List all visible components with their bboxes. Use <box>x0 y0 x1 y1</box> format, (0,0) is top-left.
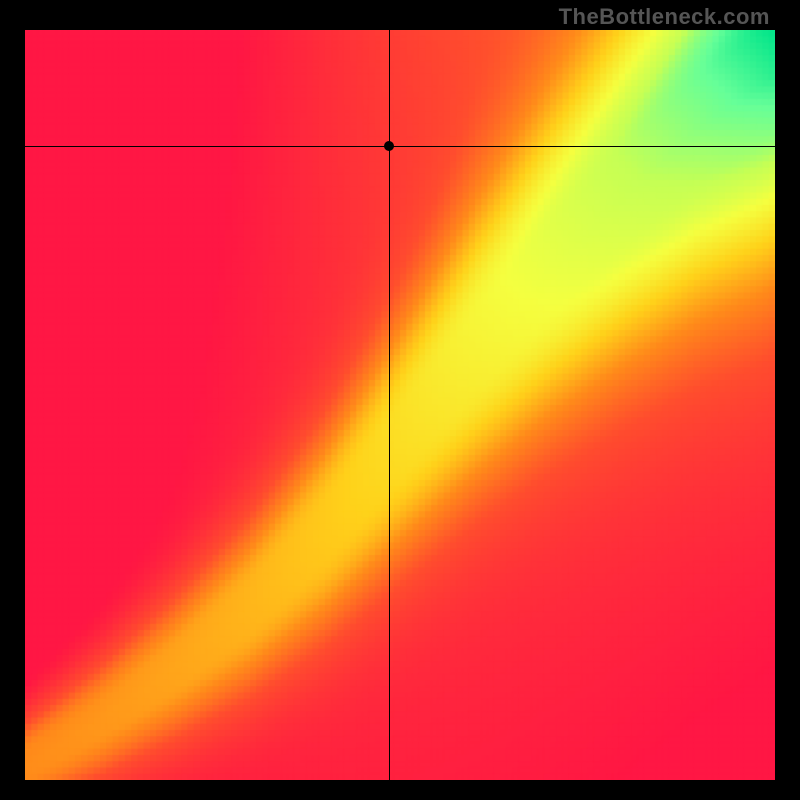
crosshair-horizontal <box>25 146 775 147</box>
heatmap-plot <box>25 30 775 780</box>
chart-container: TheBottleneck.com <box>0 0 800 800</box>
heatmap-canvas <box>25 30 775 780</box>
crosshair-marker <box>384 141 394 151</box>
watermark-text: TheBottleneck.com <box>559 4 770 30</box>
